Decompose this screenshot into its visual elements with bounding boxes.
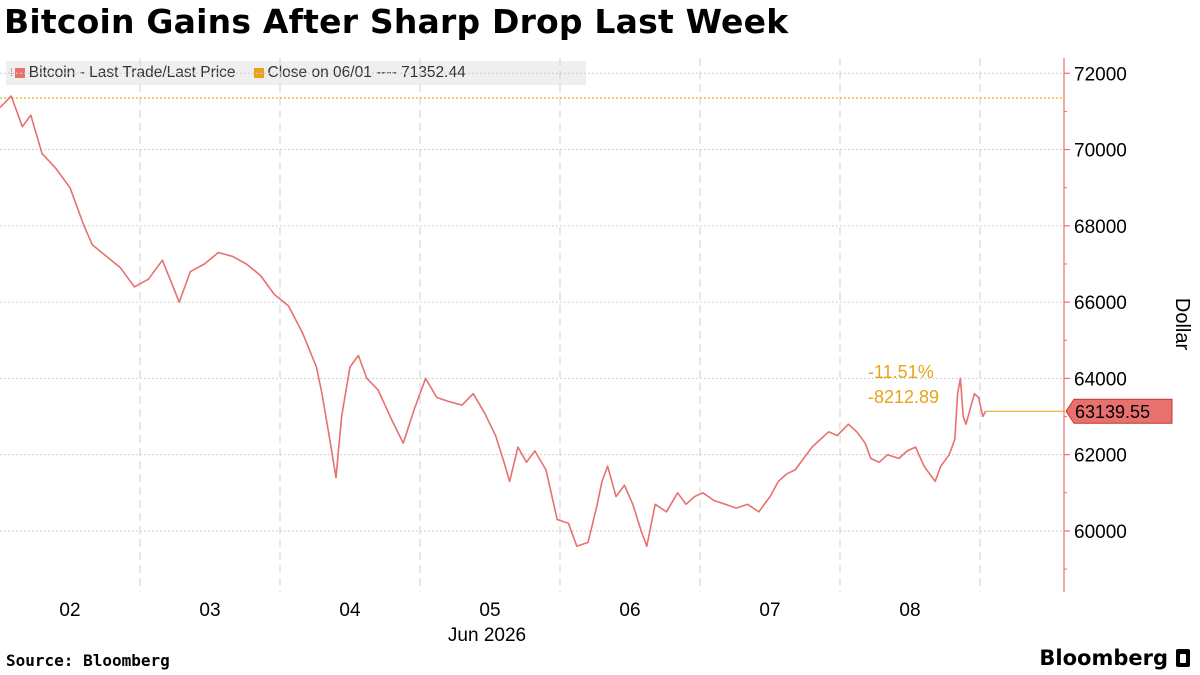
bloomberg-logo-icon xyxy=(1176,649,1190,667)
brand-logo: Bloomberg xyxy=(1039,646,1190,670)
y-tick-label: 70000 xyxy=(1074,141,1127,162)
y-axis-label: Dollar xyxy=(1171,298,1193,351)
source-note: Source: Bloomberg xyxy=(6,651,170,670)
x-axis-sublabel: Jun 2026 xyxy=(448,625,526,646)
series-line-bitcoin[interactable] xyxy=(0,95,987,548)
change-value-annotation: -8212.89 xyxy=(868,387,939,407)
y-tick-label: 66000 xyxy=(1074,293,1127,314)
y-tick-label: 62000 xyxy=(1074,446,1127,467)
y-tick-label: 64000 xyxy=(1074,369,1127,390)
x-tick-label: 04 xyxy=(339,600,361,621)
legend-swatch-bitcoin xyxy=(14,68,25,78)
y-axis: 60000 62000 64000 66000 68000 70000 72000 xyxy=(1064,64,1127,570)
chart-title: Bitcoin Gains After Sharp Drop Last Week xyxy=(4,2,789,41)
last-price-badge: 63139.55 xyxy=(1065,398,1173,424)
y-tick-label: 72000 xyxy=(1074,64,1127,85)
x-tick-label: 03 xyxy=(199,600,220,621)
grid xyxy=(0,58,1064,592)
x-tick-label: 02 xyxy=(59,600,80,621)
x-tick-label: 08 xyxy=(899,600,920,621)
x-tick-label: 06 xyxy=(619,600,640,621)
legend-swatch-close xyxy=(253,68,264,78)
last-price-label: 63139.55 xyxy=(1075,402,1150,422)
x-tick-label: 05 xyxy=(479,600,500,621)
drag-handle-icon[interactable]: ⁞ xyxy=(10,67,13,79)
legend-item-close[interactable]: Close on 06/01 ---- 71352.44 xyxy=(253,64,466,82)
y-tick-label: 68000 xyxy=(1074,217,1127,238)
legend-label-close: Close on 06/01 ---- 71352.44 xyxy=(267,64,466,81)
x-tick-label: 07 xyxy=(759,600,780,621)
legend-label-bitcoin: Bitcoin - Last Trade/Last Price xyxy=(28,64,236,81)
legend-item-bitcoin[interactable]: ⁞ Bitcoin - Last Trade/Last Price xyxy=(10,64,236,82)
change-percent-annotation: -11.51% xyxy=(868,362,934,382)
x-axis: 02 03 04 05 06 07 08 xyxy=(59,600,920,621)
y-tick-label: 60000 xyxy=(1074,522,1127,543)
